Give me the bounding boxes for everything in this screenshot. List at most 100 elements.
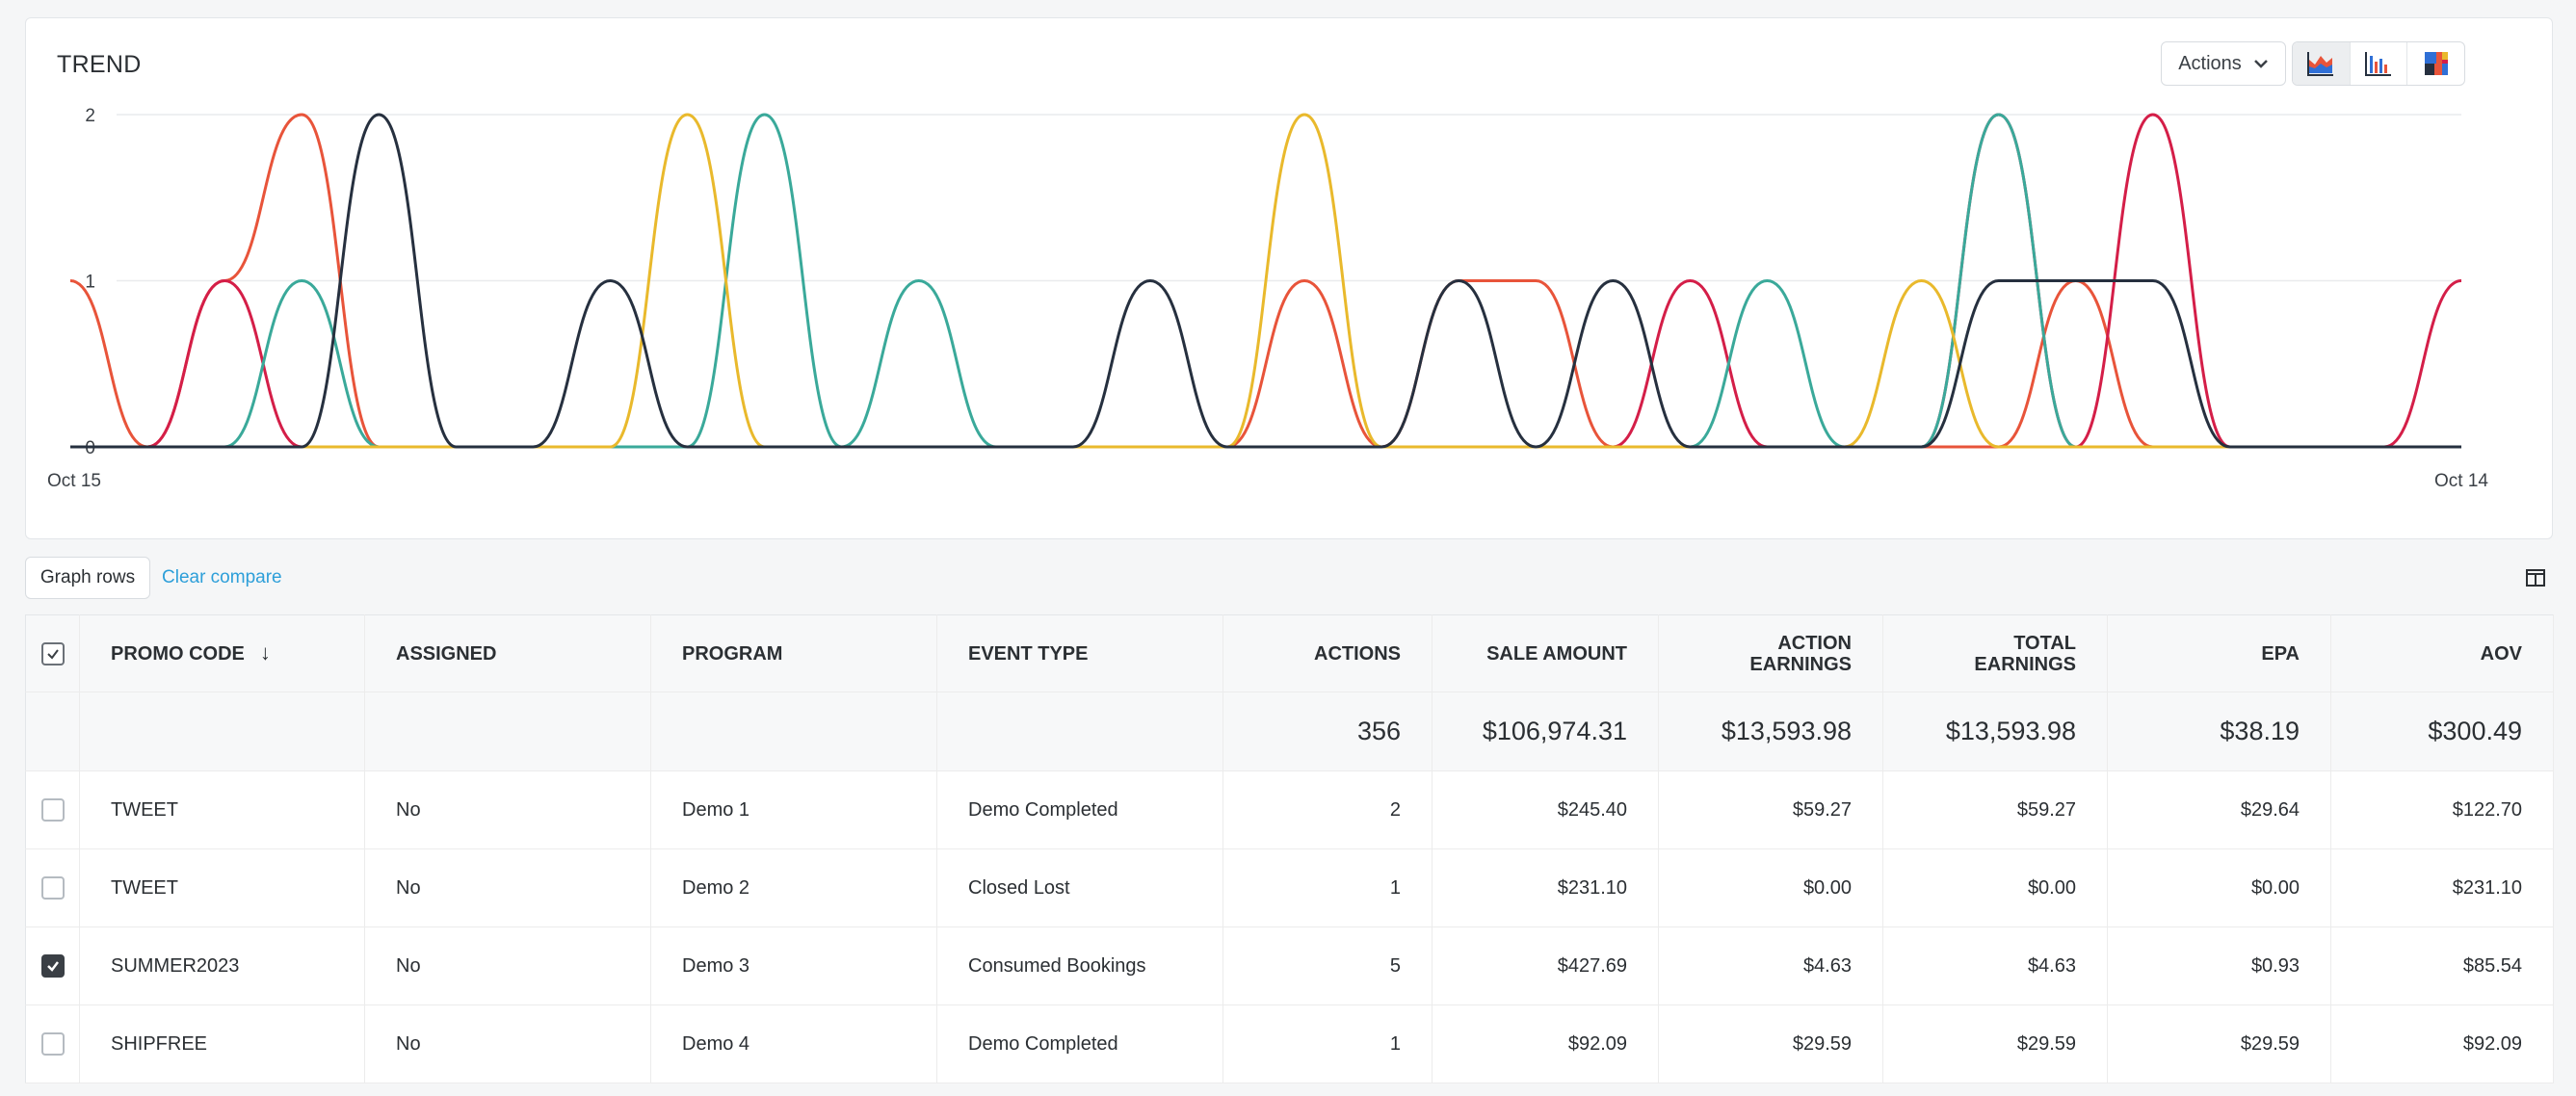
row-select-cell <box>25 770 80 849</box>
cell-action-earnings: $4.63 <box>1658 926 1883 1005</box>
row-checkbox-checked[interactable] <box>40 954 65 978</box>
chart-type-switch <box>2292 41 2465 86</box>
totals-empty-cell <box>79 692 365 771</box>
graph-rows-button[interactable]: Graph rows <box>25 557 150 599</box>
cell-sale-amount: $92.09 <box>1432 1005 1659 1083</box>
col-aov[interactable]: AOV <box>2330 614 2554 692</box>
cell-actions-link[interactable]: 1 <box>1222 1005 1433 1083</box>
cell-epa: $29.59 <box>2107 1005 2331 1083</box>
table-row[interactable]: SUMMER2023 No Demo 3 Consumed Bookings 5… <box>25 926 2554 1005</box>
total-action-earnings: $13,593.98 <box>1658 692 1883 771</box>
totals-empty-cell <box>25 692 80 771</box>
cell-aov: $85.54 <box>2330 926 2554 1005</box>
col-action-earnings-line2: EARNINGS <box>1749 653 1852 675</box>
clear-compare-link[interactable]: Clear compare <box>162 567 282 587</box>
area-chart-button[interactable] <box>2293 42 2351 85</box>
checkmark-icon <box>46 648 59 660</box>
col-promo-code-label: PROMO CODE <box>111 643 245 665</box>
cell-action-earnings: $59.27 <box>1658 770 1883 849</box>
cell-actions-link[interactable]: 1 <box>1222 848 1433 927</box>
col-promo-code[interactable]: PROMO CODE ↓ <box>79 614 365 692</box>
col-action-earnings-line1: ACTION <box>1777 632 1852 654</box>
cell-program: Demo 2 <box>650 848 937 927</box>
cell-aov: $122.70 <box>2330 770 2554 849</box>
row-checkbox[interactable] <box>40 876 65 900</box>
cell-promo-code: TWEET <box>79 770 365 849</box>
y-tick-label: 2 <box>85 106 95 126</box>
col-actions[interactable]: ACTIONS <box>1222 614 1433 692</box>
totals-row: 356 $106,974.31 $13,593.98 $13,593.98 $3… <box>25 692 2554 771</box>
select-all-checkbox[interactable] <box>40 641 65 665</box>
actions-dropdown-label: Actions <box>2178 52 2242 74</box>
cell-sale-amount: $245.40 <box>1432 770 1659 849</box>
totals-empty-cell <box>650 692 937 771</box>
col-sale-amount[interactable]: SALE AMOUNT <box>1432 614 1659 692</box>
total-aov: $300.49 <box>2330 692 2554 771</box>
total-total-earnings: $13,593.98 <box>1882 692 2108 771</box>
cell-program: Demo 1 <box>650 770 937 849</box>
cell-aov: $231.10 <box>2330 848 2554 927</box>
area-chart-icon <box>2307 52 2334 76</box>
cell-event-type: Consumed Bookings <box>936 926 1223 1005</box>
chevron-down-icon <box>2253 60 2268 68</box>
col-program[interactable]: PROGRAM <box>650 614 937 692</box>
cell-assigned: No <box>364 1005 651 1083</box>
columns-icon[interactable] <box>2524 566 2547 589</box>
totals-empty-cell <box>936 692 1223 771</box>
total-sale-amount: $106,974.31 <box>1432 692 1659 771</box>
sort-desc-icon: ↓ <box>259 640 271 665</box>
table-row[interactable]: TWEET No Demo 2 Closed Lost 1 $231.10 $0… <box>25 848 2554 927</box>
y-tick-label: 1 <box>85 273 95 293</box>
col-epa[interactable]: EPA <box>2107 614 2331 692</box>
row-select-cell <box>25 1005 80 1083</box>
x-tick-label: Oct 15 <box>47 471 101 491</box>
cell-program: Demo 3 <box>650 926 937 1005</box>
cell-actions-link[interactable]: 5 <box>1222 926 1433 1005</box>
row-checkbox[interactable] <box>40 1032 65 1056</box>
cell-promo-code: SHIPFREE <box>79 1005 365 1083</box>
cell-action-earnings: $29.59 <box>1658 1005 1883 1083</box>
checkmark-icon <box>46 961 59 972</box>
select-all-cell <box>25 614 80 692</box>
table-header-row: PROMO CODE ↓ ASSIGNED PROGRAM EVENT TYPE … <box>25 614 2554 692</box>
row-select-cell <box>25 926 80 1005</box>
cell-assigned: No <box>364 926 651 1005</box>
col-action-earnings[interactable]: ACTION EARNINGS <box>1658 614 1883 692</box>
col-total-earnings-line2: EARNINGS <box>1974 653 2076 675</box>
bar-chart-button[interactable] <box>2351 42 2408 85</box>
cell-event-type: Demo Completed <box>936 770 1223 849</box>
trend-title: TREND <box>57 51 142 78</box>
cell-promo-code: SUMMER2023 <box>79 926 365 1005</box>
col-assigned[interactable]: ASSIGNED <box>364 614 651 692</box>
cell-aov: $92.09 <box>2330 1005 2554 1083</box>
col-event-type[interactable]: EVENT TYPE <box>936 614 1223 692</box>
series-line <box>70 113 2461 449</box>
cell-program: Demo 4 <box>650 1005 937 1083</box>
cell-event-type: Closed Lost <box>936 848 1223 927</box>
cell-epa: $0.93 <box>2107 926 2331 1005</box>
heatmap-chart-icon <box>2424 52 2448 75</box>
cell-action-earnings: $0.00 <box>1658 848 1883 927</box>
trend-card: 0 1 2 Oct 15 Oct 14 TREND Actions <box>25 17 2553 539</box>
heatmap-chart-button[interactable] <box>2407 42 2464 85</box>
total-epa: $38.19 <box>2107 692 2331 771</box>
cell-promo-code: TWEET <box>79 848 365 927</box>
cell-assigned: No <box>364 848 651 927</box>
totals-empty-cell <box>364 692 651 771</box>
actions-dropdown[interactable]: Actions <box>2161 41 2286 86</box>
cell-epa: $29.64 <box>2107 770 2331 849</box>
table-row[interactable]: TWEET No Demo 1 Demo Completed 2 $245.40… <box>25 770 2554 849</box>
bar-chart-icon <box>2365 52 2391 76</box>
cell-epa: $0.00 <box>2107 848 2331 927</box>
col-total-earnings-line1: TOTAL <box>2013 632 2076 654</box>
cell-assigned: No <box>364 770 651 849</box>
cell-sale-amount: $231.10 <box>1432 848 1659 927</box>
row-checkbox[interactable] <box>40 798 65 822</box>
cell-total-earnings: $4.63 <box>1882 926 2108 1005</box>
row-select-cell <box>25 848 80 927</box>
col-total-earnings[interactable]: TOTAL EARNINGS <box>1882 614 2108 692</box>
total-actions: 356 <box>1222 692 1433 771</box>
table-row[interactable]: SHIPFREE No Demo 4 Demo Completed 1 $92.… <box>25 1005 2554 1083</box>
cell-actions-link[interactable]: 2 <box>1222 770 1433 849</box>
